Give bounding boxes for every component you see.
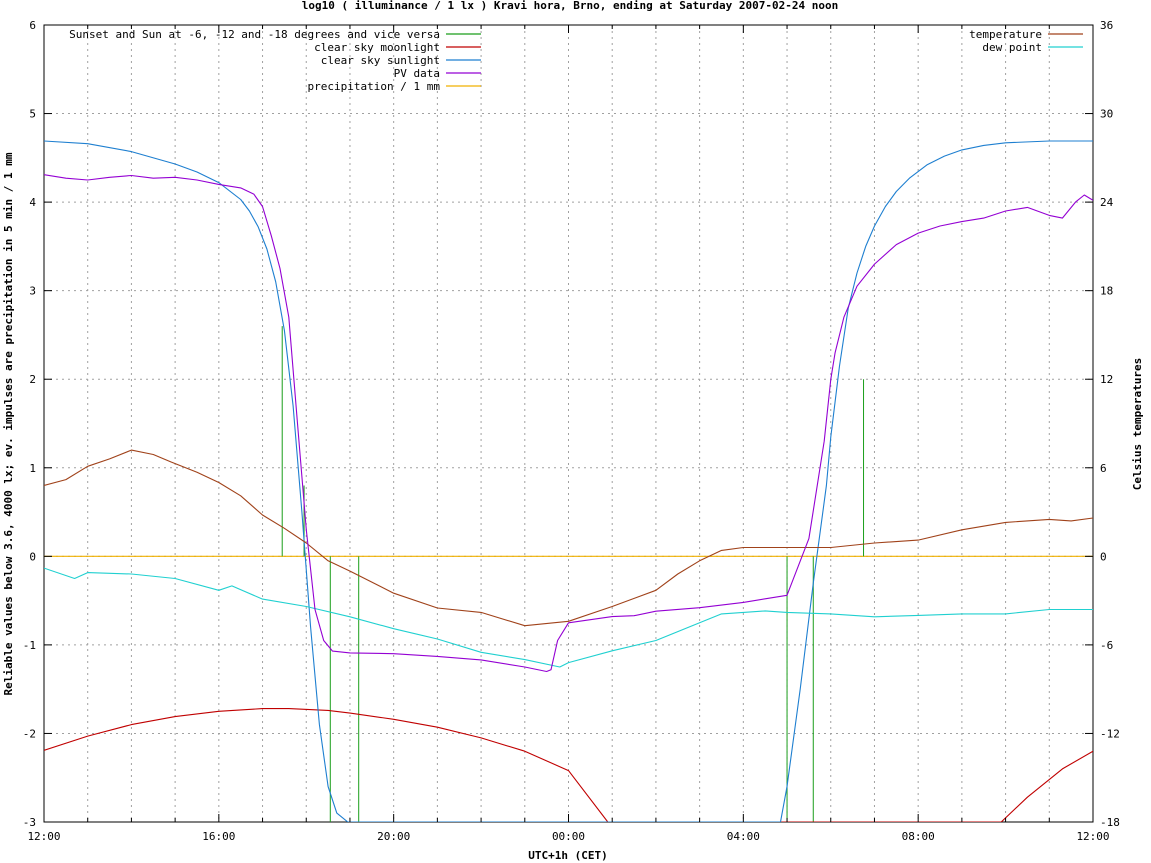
- y2-tick-label: 24: [1100, 196, 1114, 209]
- y2-tick-label: 30: [1100, 108, 1113, 121]
- y-tick-label: 4: [29, 196, 36, 209]
- y2-tick-label: 6: [1100, 462, 1107, 475]
- legend-label: precipitation / 1 mm: [308, 80, 441, 93]
- y-tick-label: 0: [29, 550, 36, 563]
- x-tick-label: 00:00: [552, 830, 585, 843]
- y2-tick-label: 36: [1100, 19, 1113, 32]
- y-tick-label: -1: [23, 639, 36, 652]
- x-tick-label: 16:00: [202, 830, 235, 843]
- temperature-line: [44, 449, 1093, 627]
- y2-axis-ticks: -18 -12 -6 0 6 12 18 24 30 36: [1100, 19, 1120, 829]
- chart-title: log10 ( illuminance / 1 lx ) Kravi hora,…: [302, 0, 838, 12]
- y2-tick-label: -6: [1100, 639, 1113, 652]
- legend: Sunset and Sun at -6, -12 and -18 degree…: [69, 28, 1083, 93]
- series-layer: [44, 140, 1093, 822]
- legend-label: PV data: [394, 67, 440, 80]
- moonlight-line: [44, 708, 1093, 822]
- x-tick-label: 12:00: [27, 830, 60, 843]
- dew-point-line: [44, 567, 1093, 668]
- y2-tick-label: 18: [1100, 285, 1113, 298]
- y-tick-label: 3: [29, 285, 36, 298]
- y-tick-label: 6: [29, 19, 36, 32]
- y2-tick-label: -18: [1100, 816, 1120, 829]
- series-group: [44, 140, 1093, 822]
- sunlight-line: [44, 140, 1093, 822]
- y-tick-label: -2: [23, 727, 36, 740]
- y-tick-label: -3: [23, 816, 36, 829]
- legend-label: Sunset and Sun at -6, -12 and -18 degree…: [69, 28, 440, 41]
- x-tick-label: 08:00: [902, 830, 935, 843]
- legend-label: clear sky moonlight: [314, 41, 440, 54]
- y-tick-label: 1: [29, 462, 36, 475]
- x-tick-label: 04:00: [727, 830, 760, 843]
- y-axis-ticks: -3 -2 -1 0 1 2 3 4 5 6: [23, 19, 1093, 829]
- y2-tick-label: 12: [1100, 373, 1113, 386]
- x-tick-label: 20:00: [377, 830, 410, 843]
- x-tick-label: 12:00: [1076, 830, 1109, 843]
- y2-axis-label: Celsius temperatures: [1131, 358, 1144, 490]
- legend-label: clear sky sunlight: [321, 54, 440, 67]
- y2-tick-label: 0: [1100, 550, 1107, 563]
- x-axis-ticks: 12:00 16:00 20:00 00:00 04:00 08:00 12:00: [27, 25, 1110, 843]
- legend-label: temperature: [969, 28, 1042, 41]
- y2-tick-label: -12: [1100, 727, 1120, 740]
- legend-label: dew point: [982, 41, 1042, 54]
- x-axis-label: UTC+1h (CET): [528, 849, 607, 862]
- pv-data-line: [44, 174, 1093, 673]
- y-axis-label: Reliable values below 3.6, 4000 lx; ev. …: [2, 152, 15, 695]
- y-tick-label: 2: [29, 373, 36, 386]
- y-tick-label: 5: [29, 108, 36, 121]
